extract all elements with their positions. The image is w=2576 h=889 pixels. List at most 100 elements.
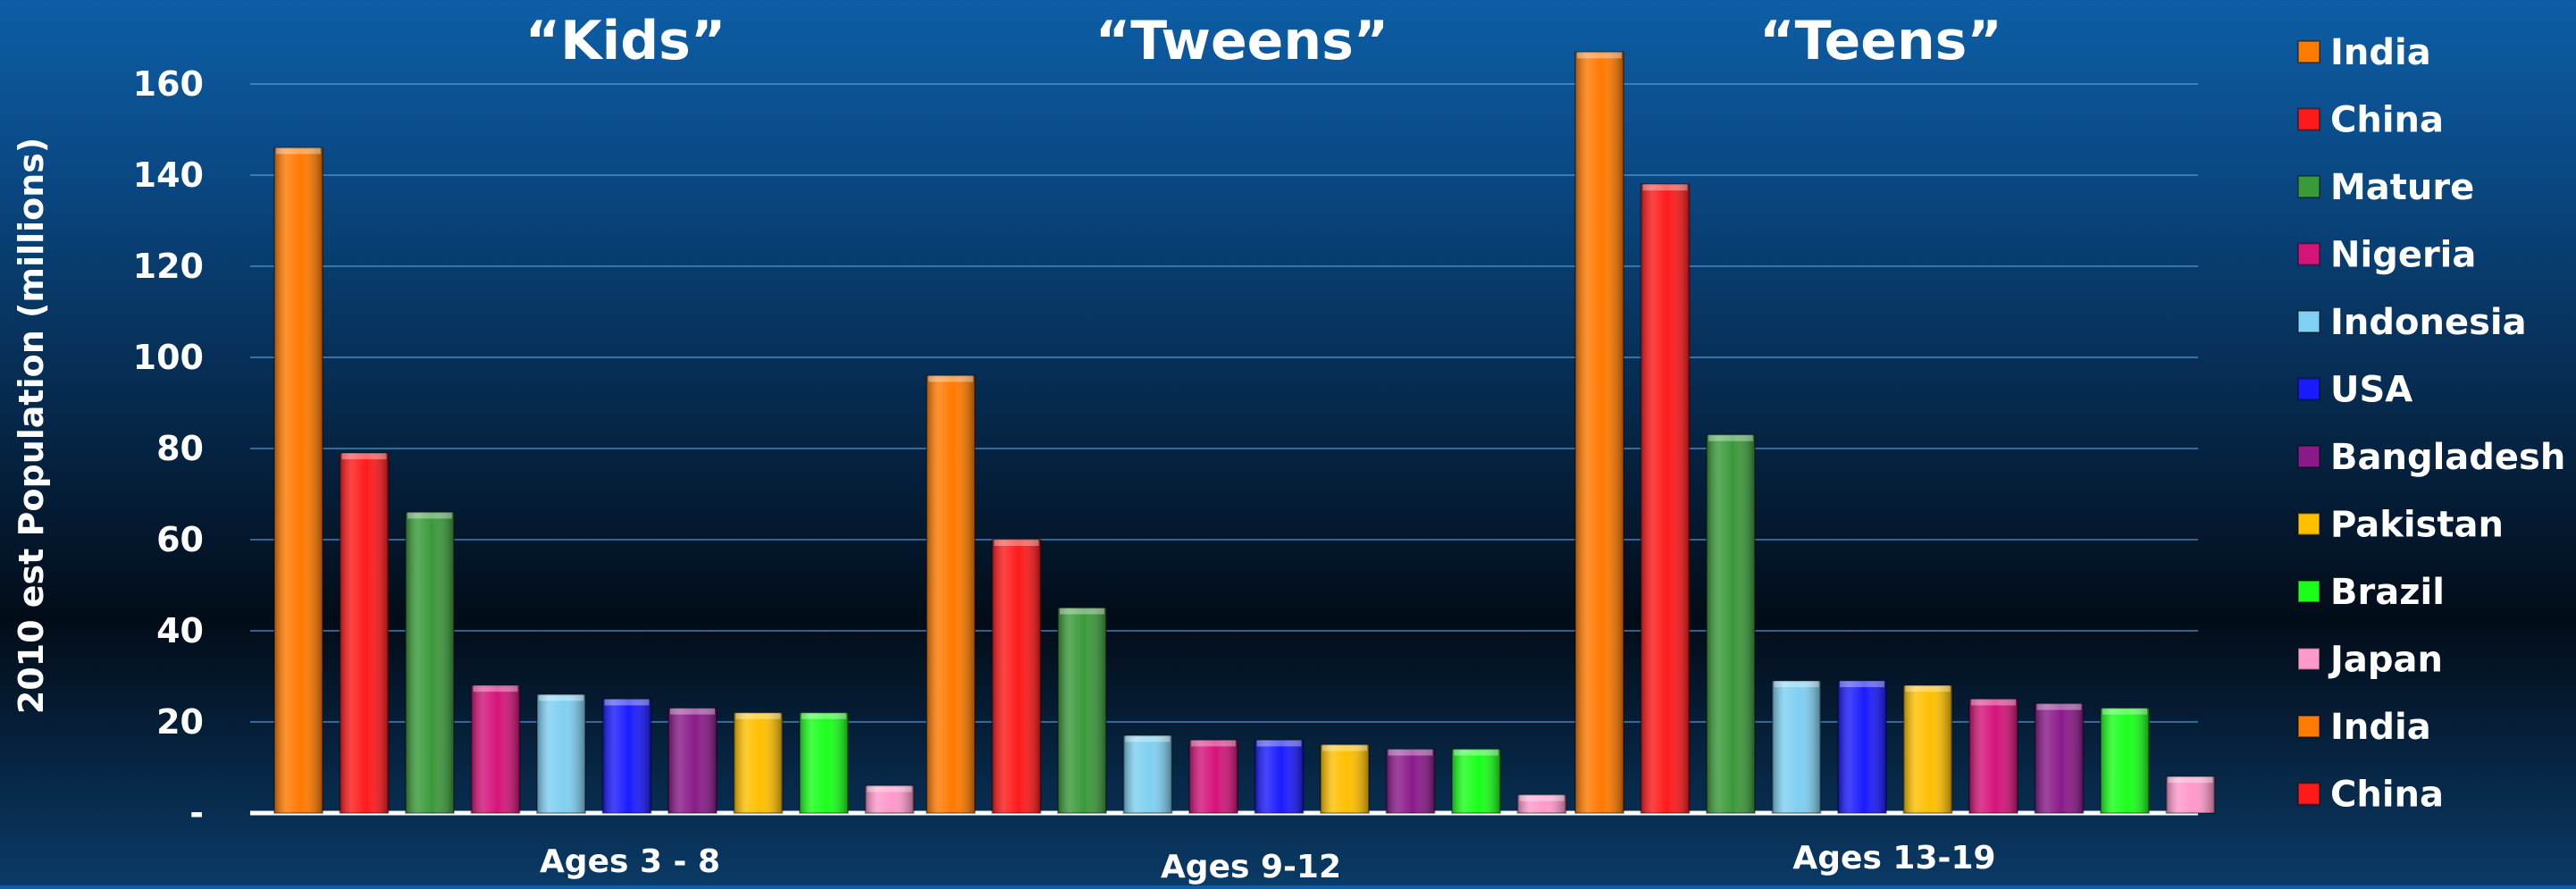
y-tick-label: 80	[156, 429, 204, 468]
legend-swatch	[2297, 40, 2320, 63]
bar-cap	[2036, 703, 2082, 710]
bar-highlight	[406, 512, 454, 813]
bar-cap	[2102, 708, 2147, 715]
bar-highlight	[1321, 744, 1369, 813]
bar-highlight	[1386, 749, 1435, 813]
y-tick-label: 20	[156, 702, 204, 742]
legend-label: Japan	[2328, 640, 2443, 681]
x-category-label: Ages 9-12	[1161, 849, 1341, 885]
group-title: “Teens”	[1759, 10, 2002, 72]
bar-cap	[1060, 608, 1104, 615]
legend-swatch	[2297, 782, 2320, 806]
x-category-label: Ages 13-19	[1792, 840, 1995, 876]
legend-label: USA	[2330, 370, 2412, 411]
bar-highlight	[1058, 608, 1106, 813]
bar-highlight	[2035, 703, 2084, 813]
bar-cap	[670, 708, 715, 715]
group-labels: “Kids” Ages 3 - 8 “Tweens” Ages 9-12 “Teens”…	[525, 10, 2002, 885]
bar-highlight	[1640, 184, 1690, 813]
bar-highlight	[2166, 776, 2215, 813]
legend-label: Pakistan	[2330, 505, 2504, 546]
legend-label: Nigeria	[2330, 235, 2476, 276]
bar-cap	[801, 712, 846, 719]
bar-cap	[928, 375, 973, 382]
group-title: “Kids”	[525, 10, 726, 72]
bar-cap	[1322, 744, 1367, 751]
bar-cap	[1388, 749, 1433, 756]
bar-cap	[276, 147, 321, 155]
bar-cap	[867, 785, 912, 793]
bar-highlight	[1452, 749, 1500, 813]
legend-swatch	[2297, 715, 2320, 738]
bar-highlight	[340, 453, 389, 813]
bar-highlight	[602, 699, 651, 813]
bar-highlight	[537, 694, 585, 813]
legend-label: Brazil	[2330, 572, 2445, 613]
bar-cap	[994, 540, 1039, 546]
bar-highlight	[1575, 52, 1624, 814]
bar-cap	[539, 694, 583, 701]
group-title: “Tweens”	[1095, 10, 1389, 72]
bar-highlight	[1517, 794, 1566, 813]
bar-cap	[1642, 184, 1688, 191]
bar-cap	[1454, 749, 1498, 756]
bar-highlight	[1969, 699, 2018, 813]
legend-swatch	[2297, 512, 2320, 536]
legend-swatch	[2297, 580, 2320, 603]
legend-swatch	[2297, 647, 2320, 671]
bar-cap	[1905, 685, 1951, 692]
bar-highlight	[2101, 708, 2149, 813]
bar-highlight	[1189, 740, 1238, 813]
bar-cap	[407, 512, 452, 519]
bar-cap	[1256, 740, 1302, 747]
bar-cap	[604, 699, 650, 706]
bar-cap	[1577, 52, 1622, 59]
legend-label: India	[2330, 32, 2431, 73]
legend-swatch	[2297, 242, 2320, 266]
bar-highlight	[1123, 735, 1172, 813]
bar-highlight	[668, 708, 717, 813]
x-category-label: Ages 3 - 8	[540, 843, 720, 880]
legend: India China Mature Nigeria Indonesia USA Bangl…	[2297, 32, 2565, 816]
y-tick-label: 60	[156, 520, 204, 559]
bar-cap	[1971, 699, 2016, 706]
legend-swatch	[2297, 377, 2320, 401]
bar-highlight	[992, 540, 1041, 813]
y-tick-label: 40	[156, 611, 204, 650]
bar-cap	[341, 453, 387, 460]
bar-cap	[1840, 681, 1884, 688]
bar-cap	[735, 712, 781, 719]
bar-highlight	[1903, 685, 1952, 813]
bar-highlight	[1772, 681, 1821, 813]
bar-highlight	[471, 685, 520, 813]
bar-highlight	[865, 785, 914, 813]
bar-highlight	[800, 712, 848, 813]
y-axis: - 20 40 60 80 100 120 140 160 2010 est Population…	[12, 64, 204, 833]
legend-label: China	[2330, 775, 2444, 816]
y-tick-label: -	[189, 793, 204, 833]
legend-swatch	[2297, 445, 2320, 468]
legend-label: Bangladesh	[2330, 437, 2565, 478]
bar-cap	[473, 685, 518, 692]
y-tick-label: 160	[133, 64, 204, 104]
legend-swatch	[2297, 310, 2320, 333]
bar-series	[273, 51, 2216, 815]
legend-label: Indonesia	[2330, 302, 2527, 343]
bar-highlight	[1838, 681, 1886, 813]
legend-swatch	[2297, 107, 2320, 131]
bar-highlight	[1254, 740, 1304, 813]
bar-cap	[1774, 681, 1819, 688]
legend-label: Mature	[2330, 167, 2474, 208]
legend-label: India	[2330, 707, 2431, 748]
bar-highlight	[274, 147, 323, 813]
bar-cap	[1191, 740, 1236, 747]
bar-highlight	[927, 375, 975, 813]
bar-highlight	[1707, 434, 1755, 813]
y-tick-label: 140	[133, 155, 204, 195]
legend-swatch	[2297, 175, 2320, 198]
bar-highlight	[734, 712, 783, 813]
bar-cap	[1519, 794, 1565, 801]
bar-cap	[1125, 735, 1171, 742]
